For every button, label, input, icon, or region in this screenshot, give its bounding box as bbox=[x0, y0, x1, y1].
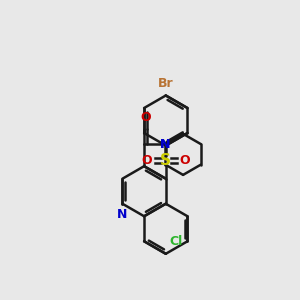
Text: S: S bbox=[160, 153, 171, 168]
Text: O: O bbox=[142, 154, 152, 167]
Text: N: N bbox=[160, 138, 170, 151]
Text: O: O bbox=[179, 154, 190, 167]
Text: N: N bbox=[160, 138, 170, 151]
Text: Cl: Cl bbox=[170, 235, 183, 248]
Text: Br: Br bbox=[158, 77, 174, 90]
Text: N: N bbox=[117, 208, 128, 221]
Text: O: O bbox=[140, 111, 151, 124]
